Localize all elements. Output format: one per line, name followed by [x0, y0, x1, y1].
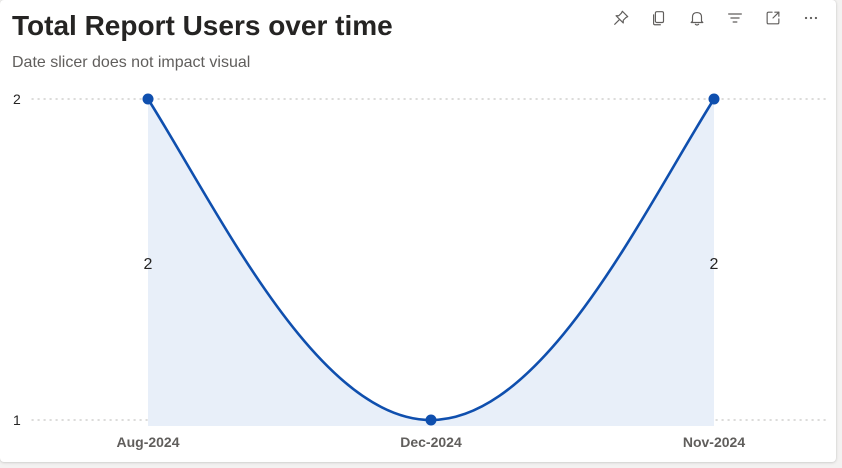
data-point[interactable]	[708, 93, 720, 105]
x-tick-label: Dec-2024	[400, 434, 462, 450]
filter-button[interactable]	[716, 6, 754, 30]
more-options-button[interactable]	[792, 6, 830, 30]
pin-visual-button[interactable]	[602, 6, 640, 30]
x-tick-label: Aug-2024	[116, 434, 179, 450]
alert-button[interactable]	[678, 6, 716, 30]
focus-mode-icon	[766, 11, 780, 25]
pin-icon	[614, 10, 629, 25]
data-point[interactable]	[142, 93, 154, 105]
copy-visual-button[interactable]	[640, 6, 678, 30]
series-area	[148, 99, 714, 426]
more-options-icon	[804, 16, 818, 20]
copy-icon	[653, 11, 665, 26]
focus-mode-button[interactable]	[754, 6, 792, 30]
y-tick-label: 2	[13, 91, 21, 107]
chart-title: Total Report Users over time	[12, 10, 393, 41]
data-label: 2	[144, 256, 153, 273]
filter-icon	[728, 13, 742, 23]
x-tick-label: Nov-2024	[683, 434, 745, 450]
visual-header-toolbar	[602, 6, 830, 30]
bell-icon	[690, 12, 704, 26]
y-tick-label: 1	[13, 412, 21, 428]
data-label: 2	[710, 256, 719, 273]
data-point[interactable]	[425, 414, 437, 426]
chart-subtitle: Date slicer does not impact visual	[12, 54, 251, 71]
